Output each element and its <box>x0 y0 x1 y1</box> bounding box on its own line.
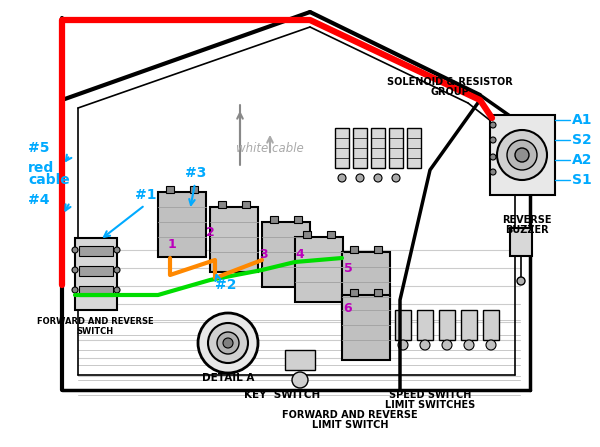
Bar <box>303 231 311 238</box>
Bar <box>395 310 411 340</box>
Text: 4: 4 <box>296 249 304 261</box>
Circle shape <box>72 287 78 293</box>
Circle shape <box>72 267 78 273</box>
Text: GROUP: GROUP <box>431 87 469 97</box>
Circle shape <box>398 340 408 350</box>
Bar <box>510 228 532 256</box>
Bar <box>483 310 499 340</box>
Bar <box>374 289 382 296</box>
Circle shape <box>292 372 308 388</box>
Circle shape <box>442 340 452 350</box>
Text: SOLENOID & RESISTOR: SOLENOID & RESISTOR <box>387 77 513 87</box>
Bar <box>461 310 477 340</box>
Circle shape <box>114 287 120 293</box>
Bar <box>262 222 310 287</box>
Text: 2: 2 <box>206 225 214 239</box>
Circle shape <box>217 332 239 354</box>
Circle shape <box>515 148 529 162</box>
Circle shape <box>338 174 346 182</box>
Bar <box>79 246 113 256</box>
Text: red: red <box>28 161 54 175</box>
Circle shape <box>464 340 474 350</box>
Circle shape <box>490 169 496 175</box>
Text: SWITCH: SWITCH <box>76 328 113 337</box>
Circle shape <box>420 340 430 350</box>
Circle shape <box>486 340 496 350</box>
Bar <box>166 186 174 193</box>
Bar <box>285 350 315 370</box>
Circle shape <box>374 174 382 182</box>
Text: DETAIL A: DETAIL A <box>202 373 254 383</box>
Text: S2: S2 <box>572 133 592 147</box>
Circle shape <box>223 338 233 348</box>
Bar <box>439 310 455 340</box>
Text: #2: #2 <box>215 278 236 292</box>
Text: REVERSE: REVERSE <box>502 215 552 225</box>
Circle shape <box>114 267 120 273</box>
Bar <box>342 295 390 360</box>
Bar <box>374 246 382 253</box>
Text: #1: #1 <box>135 188 157 202</box>
Text: SPEED SWITCH: SPEED SWITCH <box>389 390 471 400</box>
Text: 5: 5 <box>344 261 352 274</box>
Bar <box>294 216 302 223</box>
Circle shape <box>208 323 248 363</box>
Bar <box>327 231 335 238</box>
Bar <box>350 246 358 253</box>
Text: #4: #4 <box>28 193 49 207</box>
Text: #5: #5 <box>28 141 49 155</box>
Bar <box>190 186 198 193</box>
Text: FORWARD AND REVERSE: FORWARD AND REVERSE <box>37 317 154 326</box>
Text: cable: cable <box>28 173 70 187</box>
Circle shape <box>517 277 525 285</box>
Text: A2: A2 <box>572 153 593 167</box>
Bar <box>158 192 206 257</box>
Text: LIMIT SWITCHES: LIMIT SWITCHES <box>385 400 475 410</box>
Circle shape <box>72 247 78 253</box>
Bar <box>79 266 113 276</box>
Circle shape <box>392 174 400 182</box>
Circle shape <box>490 137 496 143</box>
Bar <box>350 289 358 296</box>
Bar <box>218 201 226 208</box>
Bar <box>270 216 278 223</box>
Circle shape <box>507 140 537 170</box>
Circle shape <box>490 154 496 160</box>
Text: LIMIT SWITCH: LIMIT SWITCH <box>312 420 388 430</box>
Text: A1: A1 <box>572 113 593 127</box>
Text: FORWARD AND REVERSE: FORWARD AND REVERSE <box>282 410 418 420</box>
Bar <box>353 128 367 168</box>
Circle shape <box>490 122 496 128</box>
Bar <box>242 201 250 208</box>
Bar <box>335 128 349 168</box>
Text: #3: #3 <box>185 166 206 180</box>
Bar <box>342 252 390 317</box>
Text: KEY  SWITCH: KEY SWITCH <box>244 390 320 400</box>
Bar <box>79 286 113 296</box>
Text: S1: S1 <box>572 173 592 187</box>
Bar <box>389 128 403 168</box>
Bar <box>295 237 343 302</box>
Bar <box>371 128 385 168</box>
Bar <box>407 128 421 168</box>
Circle shape <box>497 130 547 180</box>
Text: white cable: white cable <box>236 142 304 155</box>
Bar <box>490 115 555 195</box>
Text: 1: 1 <box>167 239 176 252</box>
Text: 6: 6 <box>344 301 352 315</box>
Bar <box>210 207 258 272</box>
Circle shape <box>114 247 120 253</box>
Text: BUZZER: BUZZER <box>505 225 549 235</box>
Circle shape <box>198 313 258 373</box>
Circle shape <box>356 174 364 182</box>
Bar <box>417 310 433 340</box>
Text: 3: 3 <box>260 249 268 261</box>
Bar <box>75 238 117 310</box>
